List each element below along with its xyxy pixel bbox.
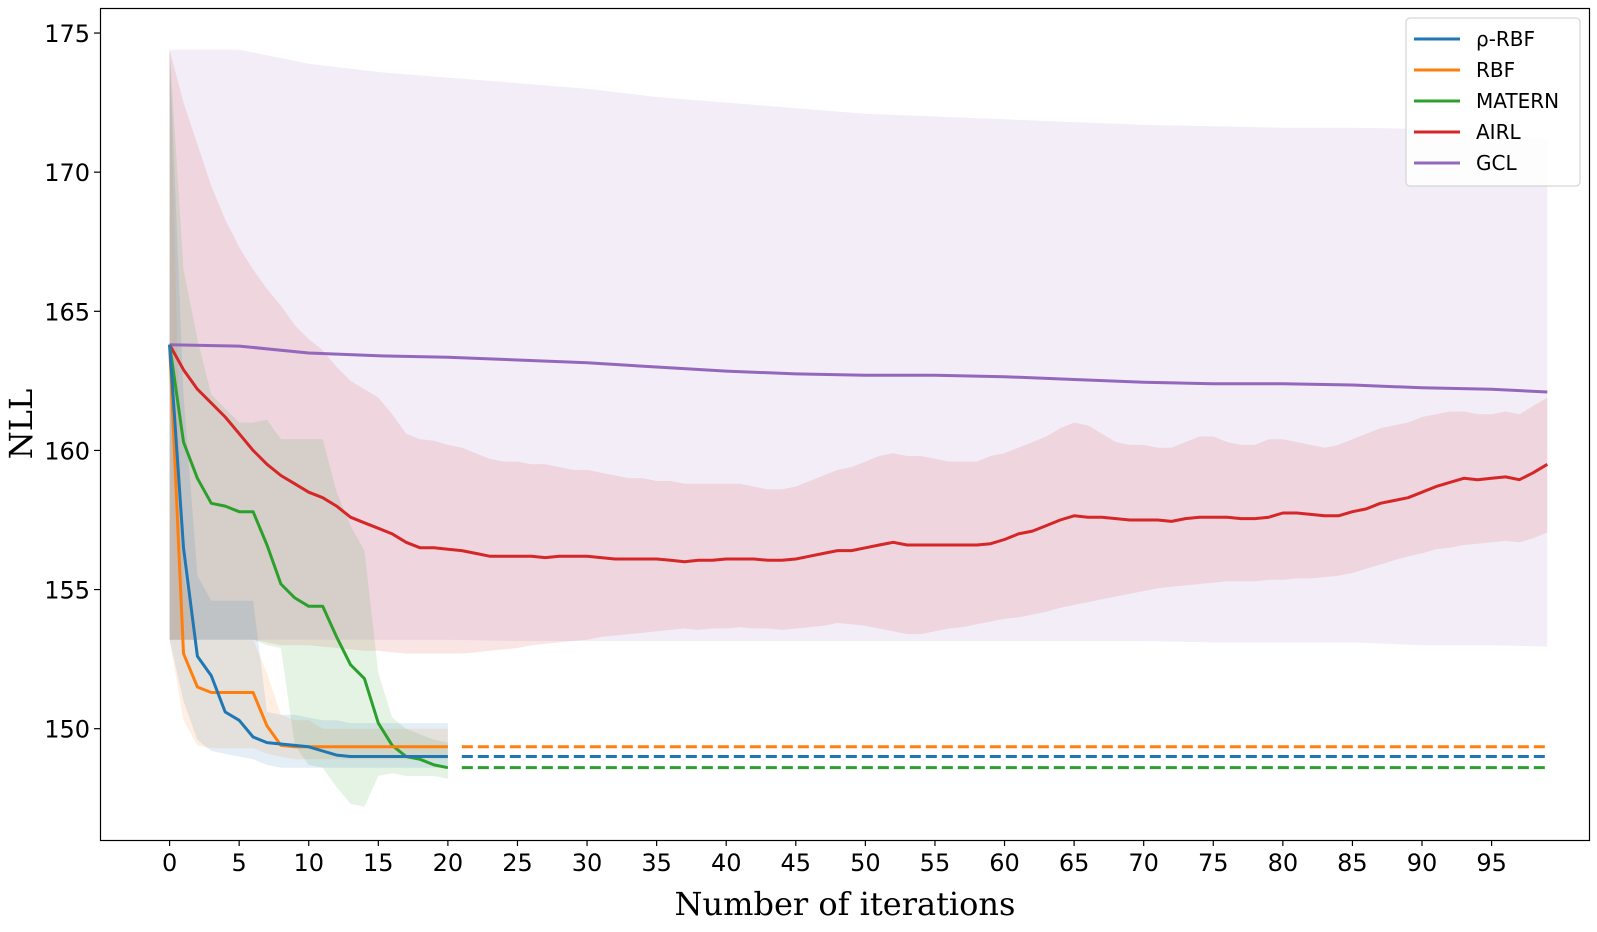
x-axis-ticks: 0 5 10 15 20 25 30 35 40 45 50 55 60 65 70 75 80 85 90 95 xyxy=(162,840,1507,877)
x-tick-label: 85 xyxy=(1337,849,1368,877)
series-lines xyxy=(168,343,1549,770)
x-tick-label: 95 xyxy=(1476,849,1507,877)
legend-label-rbf: ρ-RBF xyxy=(1476,27,1535,51)
x-tick-label: 10 xyxy=(293,849,324,877)
confidence-bands xyxy=(169,49,1548,807)
x-tick-label: 60 xyxy=(989,849,1020,877)
band-rbf xyxy=(169,49,448,768)
line-matern xyxy=(168,344,449,770)
legend-box xyxy=(1405,17,1581,187)
band-airl xyxy=(169,49,1548,654)
band-gcl xyxy=(169,49,1548,647)
legend: ρ-RBF RBF MATERN AIRL GCL xyxy=(1405,17,1581,187)
y-axis-label: NLL xyxy=(2,389,40,460)
x-tick-label: 80 xyxy=(1268,849,1299,877)
x-tick-label: 20 xyxy=(433,849,464,877)
final-level-dashed-lines xyxy=(461,745,1548,770)
x-tick-label: 70 xyxy=(1128,849,1159,877)
line-rbf xyxy=(168,344,448,758)
y-tick-label: 160 xyxy=(44,437,90,465)
legend-label-rbf: RBF xyxy=(1476,58,1515,82)
plot-area-frame xyxy=(99,7,1591,842)
y-tick-label: 150 xyxy=(44,716,90,744)
y-tick-label: 175 xyxy=(44,20,90,48)
x-tick-label: 30 xyxy=(572,849,603,877)
line-airl xyxy=(168,343,1549,564)
line-gcl xyxy=(169,343,1548,394)
y-tick-label: 165 xyxy=(44,298,90,326)
x-tick-label: 50 xyxy=(850,849,881,877)
legend-label-matern: MATERN xyxy=(1476,89,1559,113)
x-tick-label: 90 xyxy=(1407,849,1438,877)
x-tick-label: 5 xyxy=(232,849,247,877)
x-tick-label: 45 xyxy=(781,849,812,877)
band-matern xyxy=(169,49,448,807)
y-axis-ticks: 150 155 160 165 170 175 xyxy=(44,20,100,744)
y-tick-label: 170 xyxy=(44,159,90,187)
x-axis-label: Number of iterations xyxy=(675,885,1016,923)
x-tick-label: 15 xyxy=(363,849,394,877)
legend-label-airl: AIRL xyxy=(1476,120,1521,144)
x-tick-label: 35 xyxy=(641,849,672,877)
x-tick-label: 25 xyxy=(502,849,533,877)
y-tick-label: 155 xyxy=(44,577,90,605)
x-tick-label: 75 xyxy=(1198,849,1229,877)
legend-label-gcl: GCL xyxy=(1476,151,1517,175)
x-tick-label: 65 xyxy=(1059,849,1090,877)
x-tick-label: 40 xyxy=(711,849,742,877)
x-tick-label: 0 xyxy=(162,849,177,877)
x-tick-label: 55 xyxy=(920,849,951,877)
